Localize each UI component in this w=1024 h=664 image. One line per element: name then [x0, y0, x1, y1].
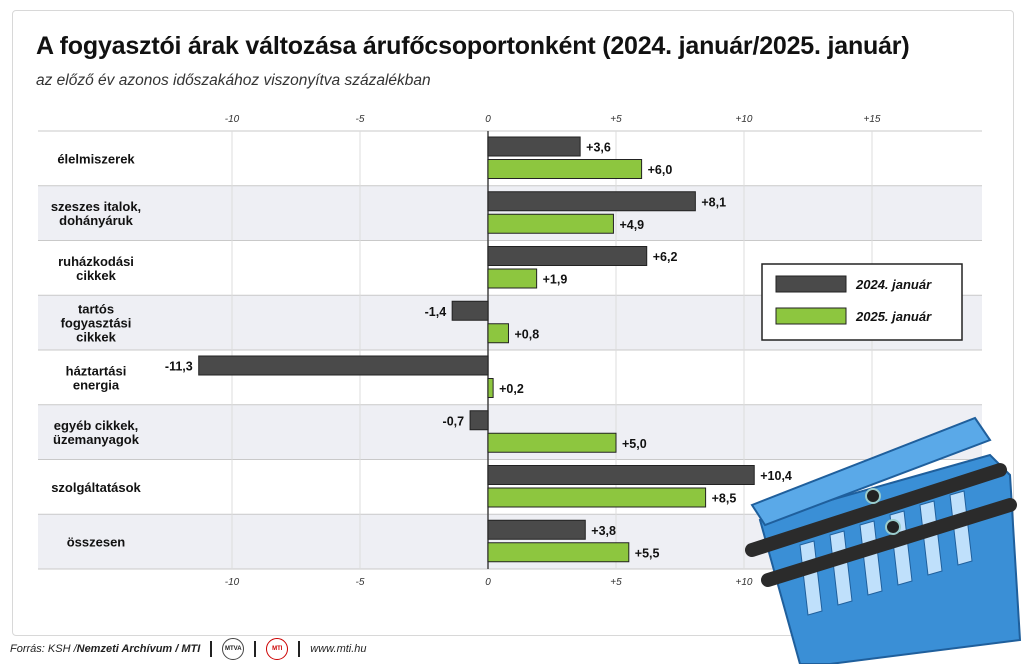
shopping-basket-icon [745, 416, 1022, 664]
data-label: +0,2 [499, 382, 524, 396]
category-label: szolgáltatások [51, 480, 141, 495]
data-label: -11,3 [165, 360, 193, 374]
bar [198, 355, 489, 376]
bar [469, 410, 489, 431]
bar [487, 519, 586, 540]
tick-label: 0 [485, 577, 491, 588]
data-label: +5,0 [622, 437, 647, 451]
tick-label: 0 [485, 114, 491, 125]
category-label: fogyasztási [61, 316, 132, 331]
data-label: +3,6 [586, 141, 611, 155]
bars [198, 136, 755, 563]
bar [487, 542, 630, 563]
bar [487, 136, 581, 157]
legend: 2024. január 2025. január [761, 263, 963, 341]
data-label: +8,5 [712, 492, 737, 506]
data-label: +3,8 [591, 524, 616, 538]
tick-label: +5 [610, 114, 622, 125]
source-name: Nemzeti Archívum / MTI [76, 643, 201, 655]
tick-label: +10 [736, 577, 753, 588]
footer-separator [210, 641, 213, 657]
category-label: háztartási [66, 363, 127, 378]
category-label: összesen [67, 535, 126, 550]
basket-rim [750, 416, 992, 527]
footer-separator [254, 641, 257, 657]
tick-label: +15 [864, 114, 881, 125]
footer: Forrás: KSH / Nemzeti Archívum / MTI MTV… [10, 638, 610, 660]
bar [487, 487, 707, 508]
category-label: tartós [78, 302, 114, 317]
category-label: egyéb cikkek, [54, 418, 139, 433]
legend-swatch [775, 275, 847, 293]
handle-rivet [865, 488, 881, 504]
basket-handle [761, 498, 1017, 587]
data-label: +8,1 [701, 195, 726, 209]
legend-label: 2024. január [855, 277, 932, 292]
tick-label: -10 [225, 577, 240, 588]
chart-title: A fogyasztói árak változása árufőcsoport… [36, 32, 910, 60]
data-label: +4,9 [619, 218, 644, 232]
basket-handle [745, 463, 1007, 557]
mti-logo: MTI [266, 638, 289, 660]
data-label: +6,2 [653, 250, 678, 264]
tick-label: -5 [356, 577, 365, 588]
basket-slot [829, 530, 853, 606]
category-label: élelmiszerek [57, 151, 135, 166]
category-label: cikkek [76, 330, 117, 345]
tick-label: -5 [356, 114, 365, 125]
bar [487, 378, 494, 398]
bar [487, 159, 643, 179]
tick-label: +5 [610, 577, 622, 588]
category-label: cikkek [76, 268, 117, 283]
data-label: +5,5 [635, 546, 660, 560]
data-label: -0,7 [443, 414, 465, 428]
legend-box [761, 263, 963, 341]
footer-separator [298, 641, 301, 657]
tick-label: +10 [736, 114, 753, 125]
mtva-logo: MTVA [222, 638, 245, 660]
chart-subtitle: az előző év azonos időszakához viszonyít… [36, 72, 431, 89]
chart-frame [12, 10, 1014, 636]
bar [487, 213, 614, 234]
basket-slot [919, 500, 943, 576]
bar [451, 300, 489, 321]
data-label: +1,9 [543, 273, 568, 287]
legend-label: 2025. január [855, 309, 932, 324]
bar [487, 191, 696, 212]
bar [487, 465, 755, 485]
data-label: +0,8 [514, 327, 539, 341]
source-url: www.mti.hu [310, 643, 367, 655]
category-label: dohányáruk [59, 213, 133, 228]
tick-label: -10 [225, 114, 240, 125]
source-label: Forrás: KSH / [10, 643, 77, 655]
category-label: ruházkodási [58, 254, 134, 269]
data-label: +6,0 [648, 163, 673, 177]
legend-swatch [775, 307, 847, 325]
basket-slot [859, 520, 883, 596]
bar [487, 432, 617, 453]
category-label: üzemanyagok [53, 432, 140, 447]
category-label: energia [73, 377, 120, 392]
category-label: szeszes italok, [51, 199, 141, 214]
basket-slot [949, 490, 973, 566]
bar [487, 268, 538, 289]
data-label: -1,4 [425, 305, 447, 319]
bar [487, 323, 509, 344]
bar [487, 246, 648, 266]
handle-rivet [885, 519, 901, 535]
data-label: +10,4 [760, 469, 792, 483]
basket-slot [799, 540, 823, 616]
